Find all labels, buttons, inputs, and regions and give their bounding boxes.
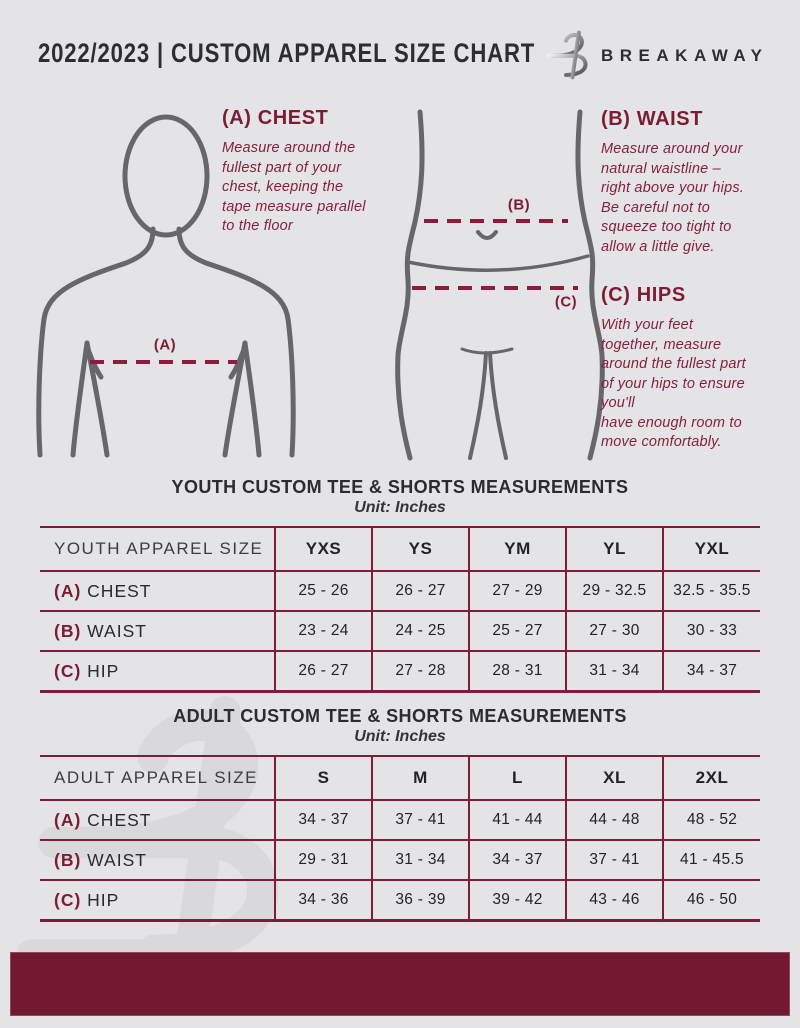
table-row-adult-hip: (C) HIP 34 - 36 36 - 39 39 - 42 43 - 46 … [40, 880, 760, 921]
row-key: (A) [54, 809, 82, 830]
hips-heading: (C) HIPS [601, 284, 686, 306]
adult-size-header: ADULT APPAREL SIZE [40, 756, 276, 801]
adult-header-row: ADULT APPAREL SIZE S M L XL 2XL [40, 756, 760, 801]
footer-accent-bar [10, 952, 790, 1016]
row-key: (A) [54, 580, 82, 601]
table-cell: 31 - 34 [566, 651, 664, 692]
hips-instructions: With your feet together, measure around … [601, 317, 746, 450]
table-cell: 23 - 24 [275, 611, 373, 652]
table-row-adult-waist: (B) WAIST 29 - 31 31 - 34 34 - 37 37 - 4… [40, 840, 760, 881]
chest-marker-label: (A) [153, 336, 177, 354]
chest-figure: (A) [20, 105, 320, 458]
table-cell: 34 - 37 [275, 800, 373, 841]
youth-col-yxs: YXS [275, 527, 373, 572]
table-cell: 36 - 39 [372, 880, 470, 921]
youth-section-title: YOUTH CUSTOM TEE & SHORTS MEASUREMENTS [171, 477, 629, 497]
waist-instructions: Measure around your natural waistline – … [601, 141, 745, 255]
adult-col-s: S [275, 756, 373, 801]
row-label-text: WAIST [87, 620, 147, 641]
adult-section-unit: Unit: Inches [354, 728, 446, 745]
youth-section-unit: Unit: Inches [354, 499, 446, 516]
table-row-adult-chest: (A) CHEST 34 - 37 37 - 41 41 - 44 44 - 4… [40, 800, 760, 841]
youth-size-table: YOUTH APPAREL SIZE YXS YS YM YL YXL (A) … [40, 526, 760, 693]
table-cell: 28 - 31 [469, 651, 567, 692]
chest-instructions: Measure around the fullest part of your … [222, 140, 366, 234]
table-cell: 32.5 - 35.5 [663, 571, 760, 612]
waist-hip-figure: (B) (C) [395, 105, 605, 463]
waist-marker-label: (B) [507, 196, 531, 214]
row-label-text: HIP [87, 889, 120, 910]
brand-name: BREAKAWAY [601, 46, 769, 65]
row-label-text: WAIST [87, 849, 147, 870]
row-key: (C) [54, 889, 82, 910]
table-cell: 27 - 29 [469, 571, 567, 612]
youth-col-ym: YM [469, 527, 567, 572]
youth-size-header: YOUTH APPAREL SIZE [40, 527, 276, 572]
table-cell: 37 - 41 [372, 800, 470, 841]
table-cell: 44 - 48 [566, 800, 664, 841]
table-row-youth-waist: (B) WAIST 23 - 24 24 - 25 25 - 27 27 - 3… [40, 611, 760, 652]
youth-col-yxl: YXL [663, 527, 760, 572]
row-label-text: CHEST [87, 809, 152, 830]
table-cell: 26 - 27 [372, 571, 470, 612]
table-cell: 39 - 42 [469, 880, 567, 921]
table-cell: 27 - 30 [566, 611, 664, 652]
table-cell: 37 - 41 [566, 840, 664, 881]
adult-section-title: ADULT CUSTOM TEE & SHORTS MEASUREMENTS [173, 706, 627, 726]
waist-heading: (B) WAIST [601, 108, 704, 130]
row-key: (B) [54, 849, 82, 870]
youth-header-row: YOUTH APPAREL SIZE YXS YS YM YL YXL [40, 527, 760, 572]
table-cell: 46 - 50 [686, 891, 738, 908]
adult-col-xl: XL [566, 756, 664, 801]
hip-marker-label: (C) [554, 293, 578, 311]
table-cell: 43 - 46 [566, 880, 664, 921]
table-cell: 26 - 27 [275, 651, 373, 692]
table-cell: 25 - 26 [275, 571, 373, 612]
adult-size-table: ADULT APPAREL SIZE S M L XL 2XL (A) CHES… [40, 755, 760, 922]
table-cell: 34 - 37 [469, 840, 567, 881]
table-cell: 29 - 31 [275, 840, 373, 881]
row-key: (B) [54, 620, 82, 641]
youth-col-ys: YS [372, 527, 470, 572]
table-cell: 48 - 52 [663, 800, 760, 841]
chest-heading: (A) CHEST [222, 107, 329, 129]
table-cell: 25 - 27 [469, 611, 567, 652]
table-row-youth-hip: (C) HIP 26 - 27 27 - 28 28 - 31 31 - 34 … [40, 651, 760, 692]
row-label-text: HIP [87, 660, 120, 681]
table-cell: 31 - 34 [372, 840, 470, 881]
table-cell: 34 - 37 [686, 662, 738, 679]
row-label-text: CHEST [87, 580, 152, 601]
table-cell: 41 - 45.5 [663, 840, 760, 881]
table-cell: 41 - 44 [469, 800, 567, 841]
row-key: (C) [54, 660, 82, 681]
page-title: 2022/2023 | CUSTOM APPAREL SIZE CHART [38, 38, 536, 68]
table-row-youth-chest: (A) CHEST 25 - 26 26 - 27 27 - 29 29 - 3… [40, 571, 760, 612]
adult-col-2xl: 2XL [663, 756, 760, 801]
adult-col-l: L [469, 756, 567, 801]
youth-col-yl: YL [566, 527, 664, 572]
table-cell: 27 - 28 [372, 651, 470, 692]
table-cell: 29 - 32.5 [566, 571, 664, 612]
table-cell: 24 - 25 [372, 611, 470, 652]
table-cell: 34 - 36 [275, 880, 373, 921]
table-cell: 30 - 33 [663, 611, 760, 652]
breakaway-logo-icon [542, 26, 590, 84]
adult-col-m: M [372, 756, 470, 801]
